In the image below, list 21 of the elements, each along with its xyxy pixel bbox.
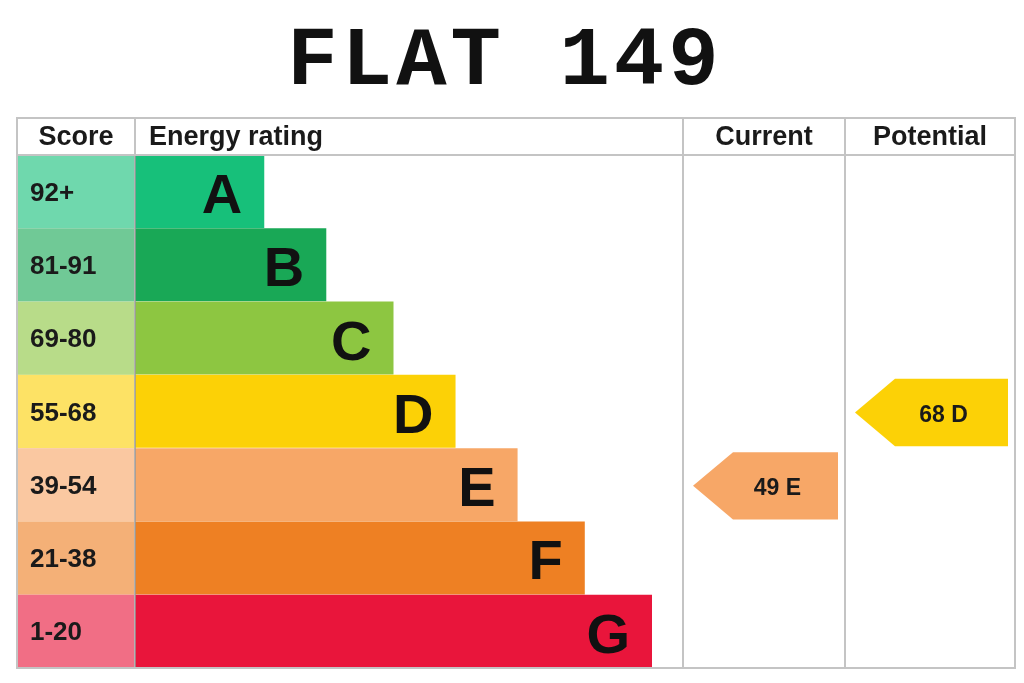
- y-tick-label: 92+: [30, 176, 75, 207]
- annotation: G: [586, 601, 630, 665]
- y-tick-label: 81-91: [30, 249, 97, 280]
- y-axis-title: Score: [37, 120, 115, 153]
- y-tick-label: 21-38: [30, 543, 97, 574]
- annotation: E: [458, 455, 496, 519]
- y-tick-label: 1-20: [30, 616, 83, 647]
- y-tick-label: 39-54: [30, 469, 98, 500]
- y-tick-label: 55-68: [30, 396, 97, 427]
- annotation: D: [393, 381, 434, 445]
- y-tick-label: 69-80: [30, 323, 97, 354]
- x-axis-title: Energy rating: [149, 120, 325, 153]
- annotation: B: [263, 235, 305, 299]
- text: 68 D: [919, 400, 968, 427]
- text: Potential: [872, 120, 988, 153]
- annotation: C: [331, 308, 372, 372]
- chart-title: FLAT 149: [286, 14, 724, 110]
- text: 49 E: [753, 473, 802, 500]
- annotation: F: [528, 528, 563, 592]
- annotation: A: [201, 162, 243, 225]
- text: Current: [714, 120, 814, 153]
